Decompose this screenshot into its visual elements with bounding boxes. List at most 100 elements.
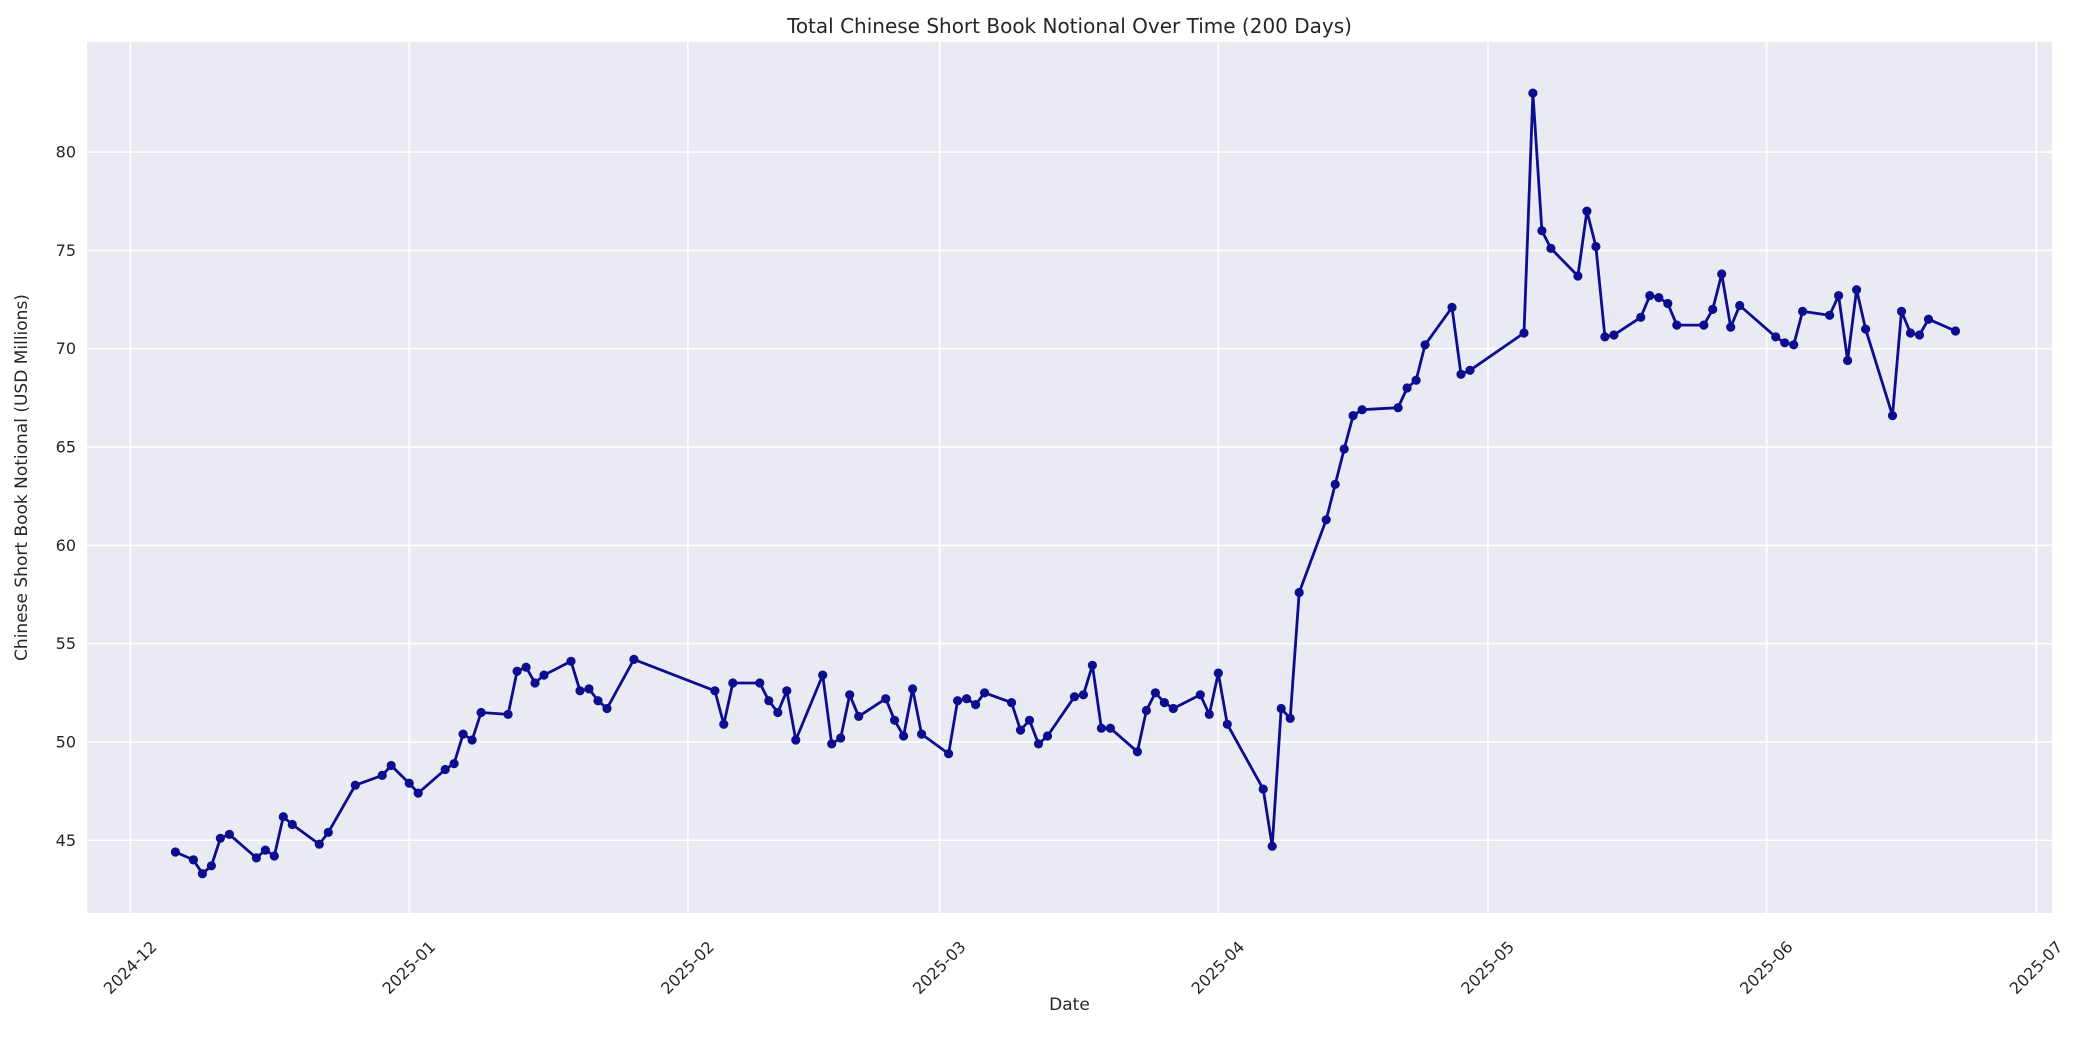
data-point-marker <box>539 670 549 680</box>
data-point-marker <box>1213 668 1223 678</box>
data-point-marker <box>1195 690 1205 700</box>
data-point-marker <box>1159 698 1169 708</box>
data-point-marker <box>1914 330 1925 340</box>
data-point-marker <box>1042 731 1053 741</box>
data-point-marker <box>755 678 765 688</box>
data-point-marker <box>1168 703 1178 714</box>
data-point-marker <box>377 770 387 781</box>
data-point-marker <box>1258 784 1268 794</box>
data-point-marker <box>1771 332 1781 342</box>
data-point-marker <box>1033 739 1044 749</box>
data-point-marker <box>215 833 225 843</box>
data-point-marker <box>719 719 729 729</box>
data-point-marker <box>899 731 909 741</box>
data-point-marker <box>476 707 486 718</box>
data-point-marker <box>1609 330 1619 340</box>
data-point-marker <box>1636 312 1646 322</box>
y-tick-label: 80 <box>56 143 76 162</box>
data-point-marker <box>1905 328 1916 338</box>
data-point-marker <box>1447 302 1457 312</box>
data-point-marker <box>206 861 216 871</box>
data-point-marker <box>629 654 639 665</box>
data-point-marker <box>1411 375 1421 385</box>
y-axis-label: Chinese Short Book Notional (USD Million… <box>12 294 32 661</box>
data-point-marker <box>881 694 891 704</box>
data-point-marker <box>602 703 612 714</box>
data-point-marker <box>404 778 414 788</box>
data-point-marker <box>278 812 288 822</box>
data-point-marker <box>1348 411 1358 421</box>
chart-title: Total Chinese Short Book Notional Over T… <box>787 14 1352 38</box>
data-point-marker <box>917 729 927 739</box>
data-point-marker <box>269 851 279 861</box>
data-point-marker <box>1204 709 1214 720</box>
data-point-marker <box>944 749 954 759</box>
data-point-marker <box>1132 747 1142 757</box>
data-point-marker <box>575 686 585 696</box>
y-tick-label: 65 <box>56 438 76 457</box>
y-tick-label: 55 <box>56 634 76 653</box>
data-point-marker <box>440 764 450 775</box>
data-point-marker <box>467 735 477 745</box>
data-point-marker <box>1015 725 1026 735</box>
data-point-marker <box>1663 298 1673 309</box>
data-point-marker <box>1654 293 1664 303</box>
data-point-marker <box>1357 405 1367 415</box>
data-point-marker <box>566 656 576 666</box>
x-tick-label: 2025-05 <box>1457 937 1518 998</box>
data-point-marker <box>1276 703 1286 714</box>
x-tick-label: 2025-03 <box>909 937 970 998</box>
data-point-marker <box>1923 314 1934 324</box>
data-point-marker <box>197 869 207 879</box>
data-point-marker <box>503 709 513 720</box>
data-point-marker <box>1708 304 1718 314</box>
data-point-marker <box>1105 723 1115 733</box>
data-point-marker <box>287 819 297 830</box>
y-tick-label: 60 <box>56 536 76 555</box>
data-point-marker <box>1852 285 1862 295</box>
data-point-marker <box>1141 705 1151 716</box>
data-point-marker <box>1465 365 1475 375</box>
data-point-marker <box>1645 291 1655 301</box>
data-point-marker <box>1024 715 1035 725</box>
data-point-marker <box>323 827 333 838</box>
data-point-marker <box>818 670 828 680</box>
data-point-marker <box>1330 479 1340 489</box>
data-point-marker <box>584 684 594 694</box>
data-point-marker <box>593 696 603 706</box>
data-point-marker <box>836 733 846 743</box>
data-point-marker <box>1285 713 1295 724</box>
data-point-marker <box>251 853 261 863</box>
y-tick-label: 45 <box>56 831 76 850</box>
y-tick-label: 75 <box>56 241 76 260</box>
data-point-marker <box>1078 690 1088 700</box>
data-point-marker <box>1699 320 1709 330</box>
data-point-marker <box>224 829 234 840</box>
x-tick-label: 2025-07 <box>2006 937 2067 998</box>
data-point-marker <box>458 729 468 739</box>
x-tick-label: 2025-06 <box>1736 937 1797 998</box>
data-point-marker <box>413 788 423 798</box>
data-point-marker <box>1267 841 1277 851</box>
data-point-marker <box>1087 660 1097 670</box>
x-tick-label: 2025-02 <box>657 937 718 998</box>
data-point-marker <box>1402 383 1412 393</box>
data-point-marker <box>1896 306 1907 316</box>
data-point-marker <box>1717 269 1727 279</box>
data-point-marker <box>530 678 540 688</box>
data-point-marker <box>1834 291 1844 301</box>
data-point-marker <box>1393 403 1403 413</box>
y-tick-label: 70 <box>56 339 76 358</box>
data-point-marker <box>1456 369 1466 379</box>
data-point-marker <box>980 688 990 698</box>
data-point-marker <box>170 847 180 857</box>
x-tick-label: 2024-12 <box>100 937 161 998</box>
data-point-marker <box>1887 411 1898 421</box>
x-tick-label: 2025-01 <box>378 937 439 998</box>
data-point-marker <box>773 707 783 718</box>
data-point-marker <box>1546 243 1556 253</box>
data-point-marker <box>1843 355 1853 366</box>
data-point-marker <box>1222 719 1232 729</box>
